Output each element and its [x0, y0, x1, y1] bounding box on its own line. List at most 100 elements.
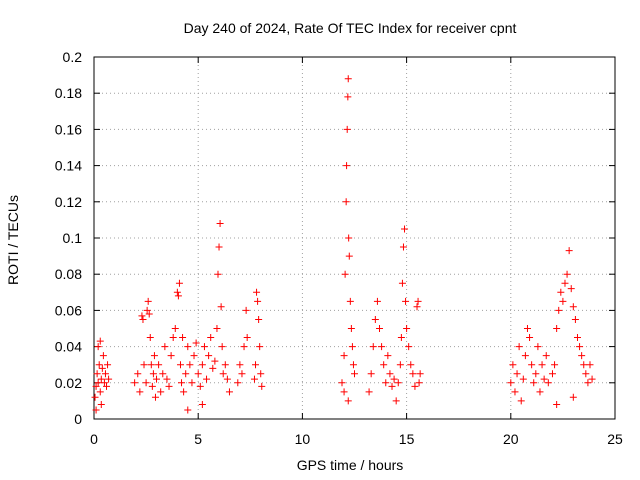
data-point — [586, 361, 594, 369]
data-point — [101, 370, 109, 378]
data-point — [155, 361, 163, 369]
data-point — [347, 325, 355, 332]
data-point — [145, 310, 153, 318]
data-point — [397, 334, 405, 342]
y-tick-labels: 0 0.02 0.04 0.06 0.08 0.1 0.12 0.14 0.16 0.18 0.2 — [55, 49, 82, 427]
data-point — [190, 352, 198, 360]
data-point — [386, 370, 394, 378]
data-point — [540, 375, 548, 383]
data-point — [257, 370, 265, 378]
data-point — [100, 379, 108, 387]
data-point — [526, 334, 534, 342]
data-point — [217, 303, 225, 311]
data-point — [94, 343, 102, 351]
data-point — [557, 288, 565, 296]
data-point — [413, 303, 421, 311]
x-tick-label: 10 — [295, 431, 311, 447]
data-point — [367, 370, 375, 378]
data-point — [161, 343, 169, 351]
data-point — [215, 243, 223, 251]
data-point — [407, 361, 415, 369]
data-point — [258, 382, 266, 390]
data-point — [194, 370, 202, 378]
data-point — [153, 375, 161, 383]
data-point — [236, 361, 244, 369]
data-point — [553, 401, 561, 409]
data-point — [238, 370, 246, 378]
y-tick-label: 0.2 — [63, 49, 83, 65]
data-point — [173, 288, 181, 296]
y-tick-label: 0.14 — [55, 158, 82, 174]
data-point — [338, 379, 346, 387]
data-point — [171, 325, 179, 332]
data-point — [180, 388, 188, 396]
data-point — [580, 361, 588, 369]
data-point — [532, 370, 540, 378]
x-tick-label: 25 — [607, 431, 623, 447]
data-point — [148, 382, 156, 390]
data-point — [225, 388, 233, 396]
data-point — [131, 379, 139, 387]
data-point — [240, 343, 248, 351]
data-point — [509, 361, 517, 369]
data-point — [511, 388, 519, 396]
data-point — [346, 297, 354, 305]
data-point — [523, 325, 531, 332]
data-point — [521, 352, 529, 360]
data-point — [392, 397, 400, 405]
data-point — [196, 382, 204, 390]
data-point — [551, 361, 559, 369]
data-point — [143, 306, 151, 314]
data-point — [582, 370, 590, 378]
data-point — [555, 306, 563, 314]
data-point — [403, 325, 411, 332]
data-point — [209, 364, 217, 372]
data-point — [159, 370, 167, 378]
data-point — [416, 370, 424, 378]
data-point — [207, 334, 215, 342]
data-point — [139, 315, 147, 323]
data-point — [134, 370, 142, 378]
data-point — [371, 315, 379, 323]
data-point — [178, 379, 186, 387]
data-point — [402, 297, 410, 305]
data-point — [411, 382, 419, 390]
data-point — [174, 292, 182, 300]
y-axis-label: ROTI / TECUs — [5, 195, 21, 285]
y-tick-label: 0.16 — [55, 121, 82, 137]
data-point — [165, 382, 173, 390]
data-point — [96, 337, 104, 345]
data-point — [255, 315, 263, 323]
data-point — [569, 393, 577, 401]
data-point — [380, 361, 388, 369]
data-point — [104, 361, 112, 369]
data-point — [221, 361, 229, 369]
data-point — [513, 370, 521, 378]
data-point — [214, 270, 222, 278]
data-point — [147, 361, 155, 369]
data-point — [351, 370, 358, 378]
data-point — [345, 252, 353, 260]
data-point — [571, 315, 579, 323]
data-point — [252, 361, 260, 369]
y-tick-label: 0.1 — [63, 230, 83, 246]
data-point — [573, 334, 581, 342]
data-point — [146, 334, 154, 342]
data-point — [213, 325, 221, 332]
data-point — [92, 406, 100, 414]
data-point — [179, 334, 187, 342]
data-point — [530, 379, 538, 387]
data-point — [553, 325, 561, 332]
data-point — [384, 352, 392, 360]
data-point — [567, 285, 575, 293]
data-point — [548, 370, 556, 378]
data-point — [205, 352, 213, 360]
data-point — [373, 297, 381, 305]
data-point — [93, 370, 101, 378]
chart-title: Day 240 of 2024, Rate Of TEC Index for r… — [184, 20, 517, 36]
data-point — [584, 379, 592, 387]
data-point — [96, 388, 104, 396]
data-point — [559, 297, 567, 305]
data-point — [542, 352, 550, 360]
data-point — [399, 243, 407, 251]
